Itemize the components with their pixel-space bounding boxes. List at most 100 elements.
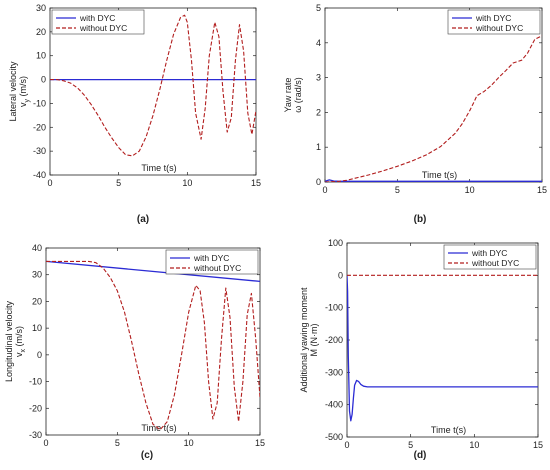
y-axis-unit: (m/s) (18, 76, 28, 99)
y-axis-unit: (rad/s) (293, 77, 303, 106)
y-tick-label: 30 (36, 3, 46, 13)
legend-box (443, 244, 537, 270)
y-axis-label-symbol: ω (rad/s) (293, 77, 303, 113)
y-tick-label: 100 (328, 238, 343, 248)
plot-area-frame (49, 7, 257, 176)
y-tick-label: 30 (32, 270, 42, 280)
y-axis-symbol: M (N·m) (309, 324, 319, 357)
legend-box (165, 249, 259, 275)
x-tick-label: 15 (255, 438, 265, 448)
y-axis-label-symbol: vx (m/s) (14, 326, 27, 357)
legend-entry: without DYC (475, 23, 523, 33)
panel-label: (a) (137, 214, 149, 225)
y-tick-label: 5 (316, 3, 321, 13)
series-line-with-dyc (46, 260, 260, 283)
legend-entry: with DYC (471, 248, 507, 258)
y-axis-label-name: Additional yawing moment (299, 287, 309, 393)
x-axis-label: Time t(s) (431, 425, 466, 435)
panel-label: (d) (414, 450, 427, 461)
y-tick-label: -30 (29, 430, 42, 440)
legend-entry: with DYC (193, 253, 229, 263)
x-tick-label: 15 (537, 185, 547, 195)
y-axis-subscript: x (20, 349, 27, 353)
x-axis-label: Time t(s) (141, 423, 176, 433)
legend-entry: without DYC (79, 23, 127, 33)
x-tick-label: 10 (469, 440, 479, 450)
y-tick-label: -100 (325, 303, 343, 313)
x-tick-label: 5 (408, 440, 413, 450)
y-tick-label: -10 (29, 377, 42, 387)
x-tick-label: 0 (43, 438, 48, 448)
y-tick-label: 3 (316, 73, 321, 83)
x-tick-label: 0 (47, 178, 52, 188)
y-tick-label: -20 (29, 403, 42, 413)
x-tick-label: 0 (322, 185, 327, 195)
y-axis-label: Yaw rate ω (rad/s) (283, 77, 303, 113)
series-line-without-dyc (325, 35, 542, 182)
y-tick-label: 10 (32, 323, 42, 333)
plot-area-frame (45, 247, 261, 436)
y-tick-label: 0 (37, 350, 42, 360)
y-tick-label: -300 (325, 367, 343, 377)
chart-panel-3: 0 5 10 15 -30 -20 -10 0 10 20 30 40 Time t(s) Longitu… (4, 243, 265, 461)
y-tick-label: 0 (316, 177, 321, 187)
y-tick-label: 20 (36, 27, 46, 37)
y-axis-label-symbol: M (N·m) (309, 324, 319, 357)
y-axis-symbol: v (18, 102, 28, 107)
plot-area-frame (324, 7, 543, 183)
series-line-without-dyc (46, 260, 260, 431)
plot-area-frame (346, 242, 539, 438)
x-tick-label: 10 (182, 178, 192, 188)
y-axis-label: Longitudinal velocity vx (m/s) (4, 300, 27, 382)
x-tick-label: 10 (184, 438, 194, 448)
y-axis-subscript: y (24, 99, 31, 103)
legend-entry: with DYC (475, 13, 511, 23)
y-tick-label: -30 (33, 146, 46, 156)
series-line-without-dyc (50, 14, 256, 157)
x-tick-label: 5 (116, 178, 121, 188)
y-tick-label: -40 (33, 170, 46, 180)
y-tick-label: -20 (33, 122, 46, 132)
x-tick-label: 5 (115, 438, 120, 448)
y-tick-label: 1 (316, 142, 321, 152)
y-axis-label-name: Yaw rate (283, 78, 293, 113)
y-axis-label-symbol: vy (m/s) (18, 76, 31, 107)
y-axis-label: Additional yawing moment M (N·m) (299, 287, 319, 393)
x-tick-label: 15 (533, 440, 543, 450)
y-tick-label: -200 (325, 335, 343, 345)
legend-box (447, 9, 541, 35)
y-tick-label: 10 (36, 51, 46, 61)
legend-entry: with DYC (79, 13, 115, 23)
y-tick-label: 0 (41, 75, 46, 85)
legend-box (51, 9, 145, 35)
chart-panel-4: 0 5 10 15 -500 -400 -300 -200 -100 0 100 Time t(s) A… (299, 238, 543, 461)
x-axis-label: Time t(s) (141, 163, 176, 173)
y-tick-label: -500 (325, 432, 343, 442)
legend-entry: without DYC (193, 263, 241, 273)
x-axis-label: Time t(s) (422, 170, 457, 180)
panel-label: (c) (141, 450, 153, 461)
panel-label: (b) (414, 214, 427, 225)
x-tick-label: 10 (465, 185, 475, 195)
y-axis-label-name: Lateral velocity (8, 61, 18, 122)
y-axis-symbol: v (14, 352, 24, 357)
series-line-with-dyc (325, 179, 542, 182)
y-tick-label: 2 (316, 107, 321, 117)
y-tick-label: 20 (32, 296, 42, 306)
chart-panel-1: 0 5 10 15 -40 -30 -20 -10 0 10 20 30 Time t(s) Latera… (8, 3, 261, 225)
x-tick-label: 15 (251, 178, 261, 188)
y-axis-symbol: ω (293, 106, 303, 113)
y-tick-label: -400 (325, 400, 343, 410)
chart-panel-2: 0 5 10 15 0 1 2 3 4 5 Time t(s) Yaw rate ω (rad/s) wi… (283, 3, 547, 225)
x-tick-label: 0 (344, 440, 349, 450)
series-line-with-dyc (347, 275, 538, 422)
y-tick-label: 40 (32, 243, 42, 253)
y-tick-label: 0 (338, 270, 343, 280)
y-tick-label: 4 (316, 38, 321, 48)
y-axis-label-name: Longitudinal velocity (4, 300, 14, 382)
